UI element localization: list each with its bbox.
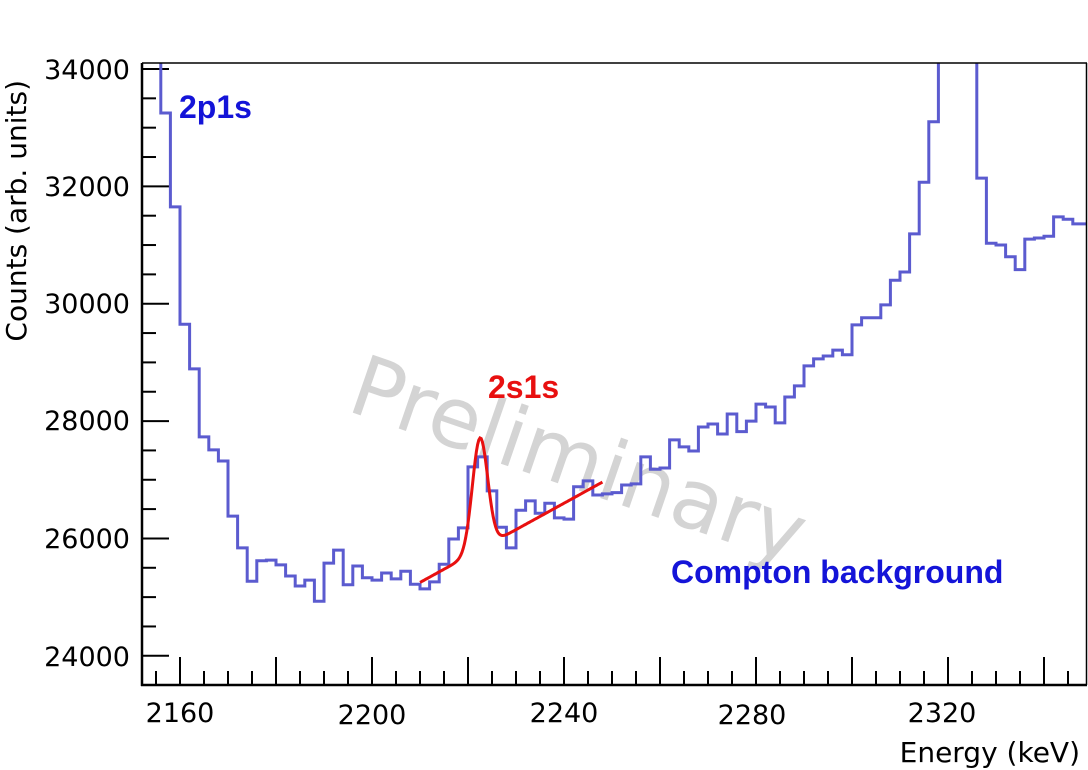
ytick-label: 28000: [44, 406, 130, 437]
spectrum-histogram: [159, 63, 1086, 603]
annotation-2s1s: 2s1s: [488, 369, 559, 405]
preliminary-watermark: Preliminary: [338, 336, 818, 583]
ytick-label: 26000: [44, 524, 130, 555]
xtick-label: 2160: [146, 698, 215, 729]
ytick-label: 24000: [44, 642, 130, 673]
annotation-2p1s: 2p1s: [179, 89, 252, 125]
xtick-label: 2320: [908, 698, 977, 729]
ytick-label: 34000: [44, 55, 130, 86]
ytick-label: 32000: [44, 172, 130, 203]
y-axis-title: Counts (arb. units): [0, 80, 33, 342]
fit-curve-2s1s: [419, 436, 604, 584]
ytick-label: 30000: [44, 289, 130, 320]
xtick-label: 2240: [530, 698, 599, 729]
x-axis-title: Energy (keV): [900, 736, 1080, 769]
xtick-label: 2200: [338, 700, 407, 731]
axis-ticks: [142, 68, 1069, 685]
xtick-label: 2280: [718, 700, 787, 731]
annotation-compton-background: Compton background: [671, 554, 1003, 590]
